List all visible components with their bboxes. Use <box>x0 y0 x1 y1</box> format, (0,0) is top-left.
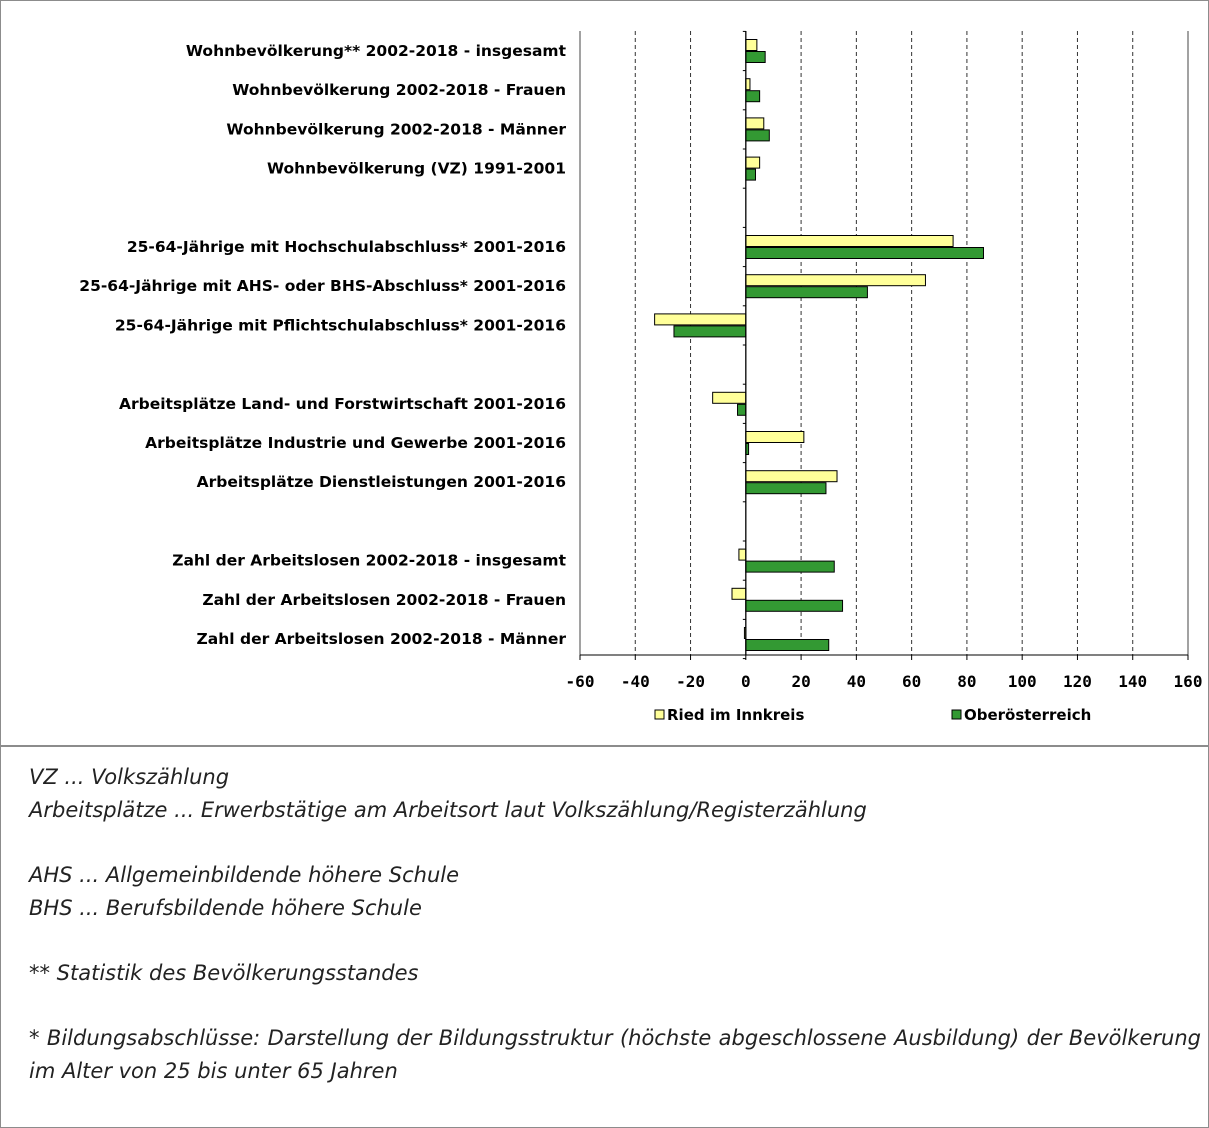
bar-oberoesterreich <box>745 168 756 181</box>
bar-ried-im-innkreis <box>654 313 747 326</box>
category-label: Zahl der Arbeitslosen 2002-2018 - Frauen <box>202 591 566 609</box>
category-label: 25-64-Jährige mit Hochschulabschluss* 20… <box>127 238 566 256</box>
bar-oberoesterreich <box>745 247 984 259</box>
x-tick-label: 120 <box>1063 672 1092 691</box>
bars <box>654 39 984 651</box>
axes <box>579 30 1189 660</box>
bar-oberoesterreich <box>745 560 835 573</box>
x-tick-label: 80 <box>957 672 976 691</box>
bar-ried-im-innkreis <box>745 470 838 483</box>
bar-ried-im-innkreis <box>712 391 747 404</box>
category-label: Wohnbevölkerung** 2002-2018 - insgesamt <box>186 42 567 60</box>
legend: Ried im Innkreis Oberösterreich <box>654 706 1091 724</box>
note-vz: VZ ... Volkszählung <box>29 765 230 789</box>
bar-oberoesterreich <box>745 51 766 63</box>
footnotes: VZ ... Volkszählung Arbeitsplätze ... Er… <box>29 761 1201 1088</box>
bar-ried-im-innkreis <box>745 235 954 247</box>
bar-chart: Wohnbevölkerung** 2002-2018 - insgesamt W… <box>79 30 1203 724</box>
legend-swatch-ried <box>654 709 665 720</box>
x-tick-label: 60 <box>902 672 921 691</box>
category-label: Zahl der Arbeitslosen 2002-2018 - Männer <box>197 630 567 648</box>
category-labels: Wohnbevölkerung** 2002-2018 - insgesamt W… <box>79 42 566 648</box>
x-tick-label: -40 <box>621 672 650 691</box>
bar-ried-im-innkreis <box>745 117 765 130</box>
bar-oberoesterreich <box>745 286 868 299</box>
x-tick-labels: -60 -40 -20 0 20 40 60 80 100 120 140 160 <box>566 672 1203 691</box>
note-ahs: AHS ... Allgemeinbildende höhere Schule <box>29 863 460 887</box>
bar-oberoesterreich <box>745 129 770 142</box>
bar-oberoesterreich <box>737 403 747 416</box>
bar-oberoesterreich <box>745 482 827 495</box>
x-tick-label: -60 <box>566 672 595 691</box>
x-tick-label: 160 <box>1174 672 1203 691</box>
category-label: Zahl der Arbeitslosen 2002-2018 - insges… <box>172 552 566 570</box>
chart-panel: Wohnbevölkerung** 2002-2018 - insgesamt W… <box>1 1 1208 747</box>
category-label: 25-64-Jährige mit AHS- oder BHS-Abschlus… <box>79 277 566 295</box>
bar-ried-im-innkreis <box>745 431 805 443</box>
bar-oberoesterreich <box>745 90 761 103</box>
note-bildungsabschluesse: * Bildungsabschlüsse: Darstellung der Bi… <box>29 1026 1201 1083</box>
x-tick-label: 100 <box>1008 672 1037 691</box>
x-tick-label: 0 <box>741 672 751 691</box>
bar-oberoesterreich <box>745 599 844 612</box>
x-tick-label: 140 <box>1118 672 1147 691</box>
category-label: Wohnbevölkerung (VZ) 1991-2001 <box>267 160 566 178</box>
bar-ried-im-innkreis <box>738 548 747 561</box>
bar-oberoesterreich <box>673 325 747 338</box>
legend-swatch-oberoesterreich <box>951 709 962 720</box>
grid-lines <box>634 31 1134 655</box>
category-label: Arbeitsplätze Land- und Forstwirtschaft … <box>119 395 566 413</box>
x-tick-label: 20 <box>791 672 810 691</box>
bar-oberoesterreich <box>745 639 830 651</box>
category-label: 25-64-Jährige mit Pflichtschulabschluss*… <box>115 316 566 334</box>
category-label: Arbeitsplätze Dienstleistungen 2001-2016 <box>197 473 566 491</box>
bar-ried-im-innkreis <box>731 587 747 600</box>
category-label: Arbeitsplätze Industrie und Gewerbe 2001… <box>145 434 566 452</box>
note-bhs: BHS ... Berufsbildende höhere Schule <box>29 896 422 920</box>
category-label: Wohnbevölkerung 2002-2018 - Männer <box>226 120 566 138</box>
category-label: Wohnbevölkerung 2002-2018 - Frauen <box>232 81 566 99</box>
bar-ried-im-innkreis <box>745 39 758 51</box>
note-statistik: ** Statistik des Bevölkerungsstandes <box>29 961 419 985</box>
x-tick-label: 40 <box>847 672 866 691</box>
bar-ried-im-innkreis <box>745 156 761 169</box>
legend-label-oberoesterreich: Oberösterreich <box>964 706 1091 724</box>
note-arbeitsplaetze: Arbeitsplätze ... Erwerbstätige am Arbei… <box>29 798 867 822</box>
x-tick-label: -20 <box>676 672 705 691</box>
bar-ried-im-innkreis <box>745 274 926 287</box>
legend-label-ried: Ried im Innkreis <box>667 706 804 724</box>
